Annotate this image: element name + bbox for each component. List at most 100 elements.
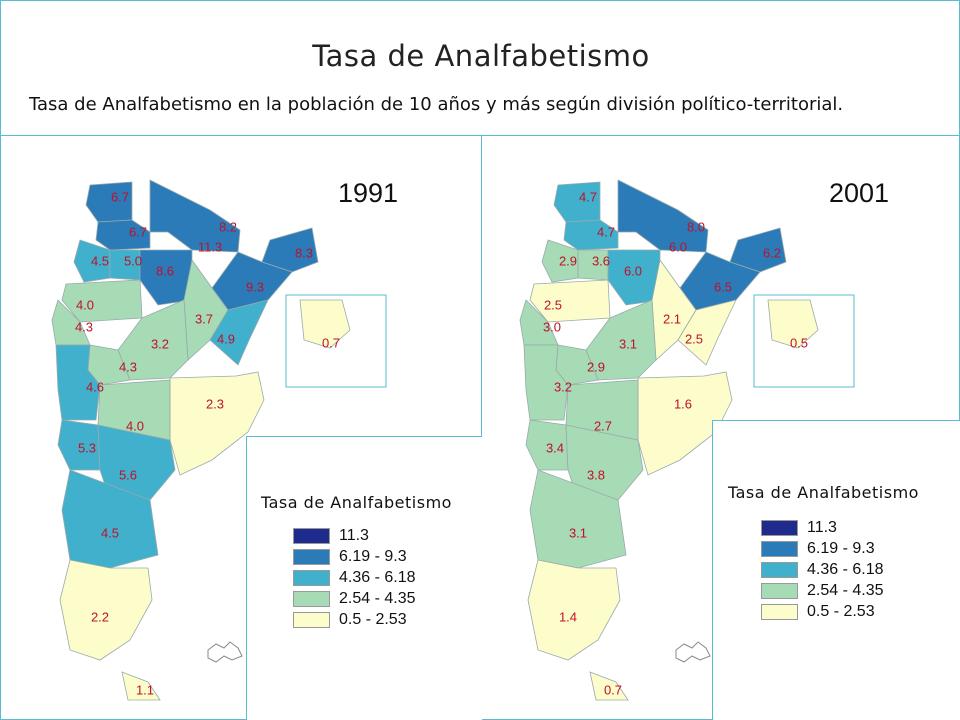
province-santiago [607,249,661,306]
province-value-label: 6.7 [111,189,129,204]
province-catamarca [73,239,111,283]
province-santiago [139,249,193,306]
province-caba [299,299,351,349]
province-value-label: 4.7 [579,189,597,204]
province-value-label: 2.5 [685,331,703,346]
legend-label: 0.5 - 2.53 [339,611,407,628]
legend-label: 0.5 - 2.53 [807,603,875,620]
province-santa-cruz [527,559,621,661]
year-label-1991: 1991 [338,178,399,208]
province-santa-cruz [59,559,153,661]
province-value-label: 2.3 [206,396,224,411]
legend-swatch [293,612,330,628]
province-buenos-aires [169,371,265,476]
province-value-label: 3.7 [195,311,213,326]
province-value-label: 2.5 [544,297,562,312]
province-value-label: 3.4 [546,440,564,455]
legend-label: 4.36 - 6.18 [339,569,416,586]
legend-1991: Tasa de Analfabetismo 11.3 6.19 - 9.3 4.36… [246,436,482,720]
malvinas-islands [675,641,711,663]
province-value-label: 8.2 [219,219,237,234]
province-salta-west [563,219,619,251]
province-value-label: 2.1 [663,311,681,326]
province-value-label: 3.2 [554,379,572,394]
province-value-label: 4.6 [86,379,104,394]
legend-swatch [761,604,798,620]
province-value-label: 6.5 [714,279,732,294]
year-label-2001: 2001 [829,178,890,208]
province-tierra-del-fuego [589,671,629,701]
province-misiones [729,227,787,273]
province-value-label: 3.1 [619,336,637,351]
malvinas-islands [207,641,243,663]
page-subtitle: Tasa de Analfabetismo en la población de… [29,94,844,115]
province-value-label: 3.6 [592,253,610,268]
province-neuquen [525,419,569,471]
province-mendoza [523,344,569,421]
province-value-label: 0.7 [604,682,622,697]
province-corrientes [209,299,269,366]
province-la-rioja [61,279,143,323]
province-misiones [261,227,319,273]
province-value-label: 11.3 [198,239,222,254]
province-value-label: 2.2 [91,609,109,624]
province-caba [767,299,819,349]
province-value-label: 4.5 [91,253,109,268]
legend-swatch [761,583,798,599]
province-value-label: 6.0 [669,239,687,254]
legend-label: 2.54 - 4.35 [807,582,884,599]
legend-swatch [761,562,798,578]
province-salta-west [95,219,151,251]
province-value-label: 4.5 [101,525,119,540]
legend-label: 11.3 [339,527,369,544]
page-title: Tasa de Analfabetismo [312,39,650,73]
legend-label: 11.3 [807,519,837,536]
legend-label: 2.54 - 4.35 [339,590,416,607]
legend-title: Tasa de Analfabetismo [261,493,452,512]
province-tierra-del-fuego [121,671,161,701]
province-value-label: 0.7 [322,335,340,350]
legend-swatch [293,549,330,565]
province-formosa [149,179,241,253]
province-value-label: 4.9 [217,331,235,346]
legend-swatch [761,520,798,536]
province-value-label: 2.9 [587,359,605,374]
province-catamarca [541,239,579,283]
province-neuquen [57,419,101,471]
province-value-label: 3.1 [569,525,587,540]
province-value-label: 1.4 [559,609,577,624]
legend-2001: Tasa de Analfabetismo 11.3 6.19 - 9.3 4.36… [712,420,960,720]
province-value-label: 9.3 [246,279,264,294]
province-value-label: 8.3 [295,245,313,260]
province-value-label: 6.0 [624,263,642,278]
legend-swatch [761,541,798,557]
argentina-map-2001: 4.74.76.08.06.22.9 3.66.06.52.53.02.12.53… [519,179,855,701]
province-value-label: 1.6 [674,396,692,411]
legend-title: Tasa de Analfabetismo [728,483,919,502]
header-panel: Tasa de Analfabetismo Tasa de Analfabeti… [0,0,960,136]
province-value-label: 4.0 [126,418,144,433]
province-value-label: 4.3 [75,319,93,334]
caba-inset-frame [285,294,387,388]
province-value-label: 3.2 [151,336,169,351]
province-value-label: 8.6 [156,263,174,278]
province-value-label: 3.0 [543,319,561,334]
province-value-label: 4.3 [119,359,137,374]
province-mendoza [55,344,101,421]
province-value-label: 2.7 [594,418,612,433]
province-value-label: 5.3 [78,440,96,455]
province-value-label: 1.1 [136,682,154,697]
legend-label: 4.36 - 6.18 [807,561,884,578]
province-value-label: 8.0 [687,219,705,234]
province-corrientes [677,299,737,366]
legend-label: 6.19 - 9.3 [807,540,875,557]
caba-inset-frame [753,294,855,388]
legend-swatch [293,528,330,544]
province-value-label: 2.9 [559,253,577,268]
argentina-map-1991: 6.7 6.7 11.3 8.2 8.3 4.5 5.0 8.6 9.3 4.0 4.3 3.7 4.9… [51,179,387,701]
province-value-label: 6.7 [129,224,147,239]
province-value-label: 5.6 [119,467,137,482]
legend-swatch [293,570,330,586]
legend-swatch [293,591,330,607]
